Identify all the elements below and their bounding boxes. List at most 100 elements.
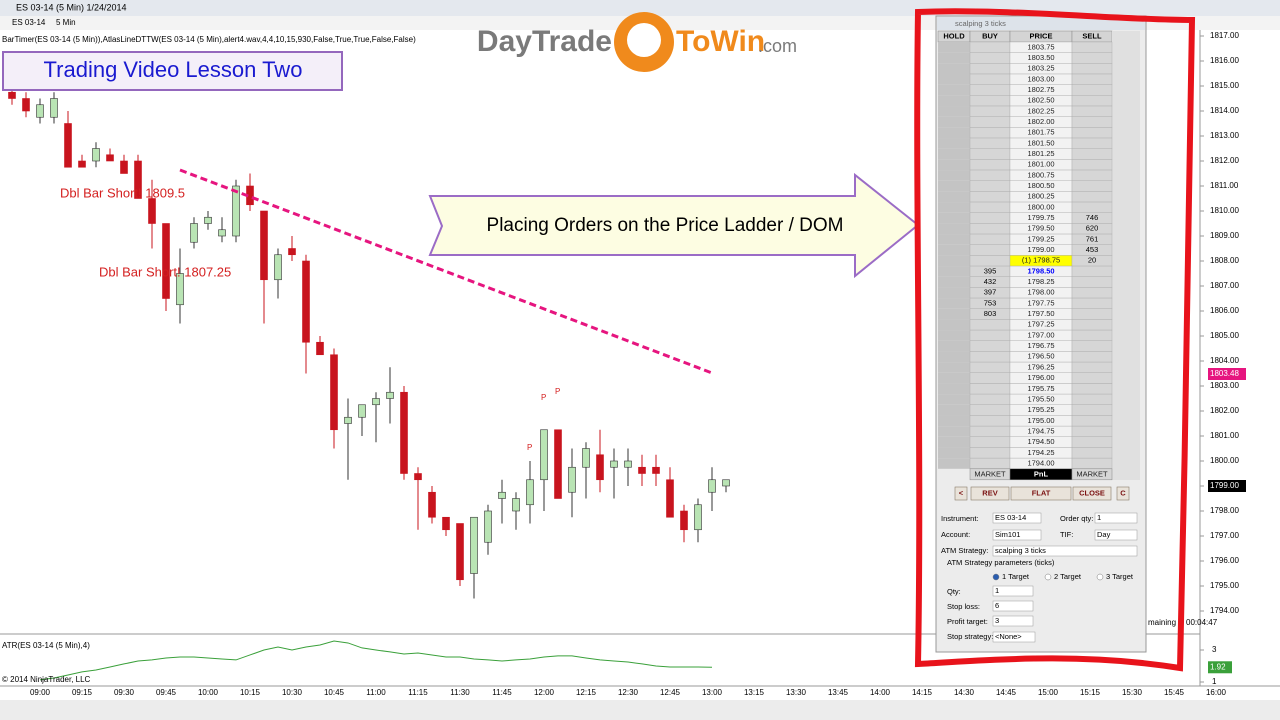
sell-cell[interactable]	[1071, 191, 1113, 203]
sell-cell[interactable]	[1071, 137, 1113, 149]
order-button[interactable]	[954, 486, 968, 501]
sell-cell[interactable]	[1071, 95, 1113, 107]
buy-cell[interactable]	[969, 223, 1011, 235]
sell-cell[interactable]	[1071, 148, 1113, 160]
form-field[interactable]	[992, 615, 1034, 627]
buy-cell[interactable]	[969, 372, 1011, 384]
form-value[interactable]: 1	[1097, 513, 1101, 522]
sell-cell[interactable]	[1071, 436, 1113, 448]
form-value[interactable]: Day	[1097, 530, 1111, 539]
buy-cell[interactable]	[969, 127, 1011, 139]
buy-cell[interactable]	[969, 340, 1011, 352]
sell-cell[interactable]	[1071, 265, 1113, 277]
buy-cell[interactable]	[969, 84, 1011, 96]
sell-cell[interactable]	[1071, 297, 1113, 309]
sell-cell[interactable]	[1071, 127, 1113, 139]
form-value[interactable]: 3	[995, 616, 999, 625]
form-field[interactable]	[992, 545, 1138, 557]
order-button[interactable]	[1072, 486, 1112, 501]
sell-cell[interactable]	[1071, 84, 1113, 96]
order-button-label[interactable]: C	[1120, 488, 1126, 497]
target-label[interactable]: 1 Target	[1002, 572, 1030, 581]
buy-cell[interactable]	[969, 457, 1011, 470]
buy-cell[interactable]	[969, 63, 1011, 75]
sell-cell[interactable]	[1071, 105, 1113, 117]
buy-cell[interactable]	[969, 73, 1011, 85]
sell-cell[interactable]	[1071, 159, 1113, 171]
footer-cell[interactable]	[1071, 468, 1113, 481]
buy-cell[interactable]	[969, 191, 1011, 203]
toolbar-instrument[interactable]: ES 03-14	[12, 18, 46, 27]
buy-cell[interactable]	[969, 351, 1011, 363]
buy-cell[interactable]	[969, 383, 1011, 395]
sell-cell[interactable]	[1071, 73, 1113, 85]
buy-cell[interactable]	[969, 393, 1011, 405]
order-button-label[interactable]: CLOSE	[1079, 488, 1105, 497]
order-button[interactable]	[1010, 486, 1072, 501]
buy-cell[interactable]	[969, 329, 1011, 341]
buy-cell[interactable]	[969, 180, 1011, 192]
sell-cell[interactable]	[1071, 287, 1113, 299]
form-field[interactable]	[992, 600, 1034, 612]
sell-cell[interactable]	[1071, 63, 1113, 75]
target-label[interactable]: 3 Target	[1106, 572, 1134, 581]
sell-cell[interactable]	[1071, 361, 1113, 373]
buy-cell[interactable]	[969, 404, 1011, 416]
order-button-label[interactable]: REV	[982, 488, 997, 497]
sell-cell[interactable]	[1071, 276, 1113, 288]
sell-cell[interactable]	[1071, 41, 1113, 53]
target-radio[interactable]	[992, 573, 1000, 581]
buy-cell[interactable]	[969, 244, 1011, 256]
buy-cell[interactable]	[969, 137, 1011, 149]
sell-cell[interactable]	[1071, 457, 1113, 470]
form-value[interactable]: Sim101	[995, 530, 1020, 539]
sell-cell[interactable]	[1071, 308, 1113, 320]
sell-cell[interactable]	[1071, 351, 1113, 363]
buy-cell[interactable]	[969, 95, 1011, 107]
form-value[interactable]: ES 03-14	[995, 513, 1026, 522]
form-value[interactable]: <None>	[995, 632, 1022, 641]
sell-cell[interactable]	[1071, 201, 1113, 213]
window-controls[interactable]	[1200, 3, 1280, 13]
sell-cell[interactable]	[1071, 372, 1113, 384]
form-value[interactable]: scalping 3 ticks	[995, 546, 1046, 555]
sell-cell[interactable]	[1071, 383, 1113, 395]
buy-cell[interactable]	[969, 159, 1011, 171]
order-button-label[interactable]: <	[959, 488, 964, 497]
order-button[interactable]	[1116, 486, 1130, 501]
buy-cell[interactable]	[969, 41, 1011, 53]
target-label[interactable]: 2 Target	[1054, 572, 1082, 581]
buy-cell[interactable]	[969, 201, 1011, 213]
sell-cell[interactable]	[1071, 340, 1113, 352]
order-button[interactable]	[970, 486, 1010, 501]
buy-cell[interactable]	[969, 148, 1011, 160]
buy-cell[interactable]	[969, 447, 1011, 459]
form-field[interactable]	[992, 529, 1042, 541]
sell-cell[interactable]	[1071, 404, 1113, 416]
form-field[interactable]	[1094, 529, 1138, 541]
buy-cell[interactable]	[969, 105, 1011, 117]
order-button-label[interactable]: FLAT	[1032, 488, 1051, 497]
form-value[interactable]: 1	[995, 586, 999, 595]
toolbar-interval[interactable]: 5 Min	[56, 18, 76, 27]
sell-cell[interactable]	[1071, 393, 1113, 405]
sell-cell[interactable]	[1071, 116, 1113, 128]
form-value[interactable]: 6	[995, 601, 999, 610]
buy-cell[interactable]	[969, 425, 1011, 437]
sell-cell[interactable]	[1071, 319, 1113, 331]
sell-cell[interactable]	[1071, 52, 1113, 64]
sell-cell[interactable]	[1071, 415, 1113, 427]
target-radio[interactable]	[1044, 573, 1052, 581]
sell-cell[interactable]	[1071, 169, 1113, 181]
buy-cell[interactable]	[969, 212, 1011, 224]
form-field[interactable]	[992, 512, 1042, 524]
buy-cell[interactable]	[969, 52, 1011, 64]
buy-cell[interactable]	[969, 436, 1011, 448]
buy-cell[interactable]	[969, 415, 1011, 427]
form-field[interactable]	[992, 631, 1036, 643]
form-field[interactable]	[992, 585, 1034, 597]
target-radio[interactable]	[1096, 573, 1104, 581]
sell-cell[interactable]	[1071, 447, 1113, 459]
form-field[interactable]	[1094, 512, 1138, 524]
buy-cell[interactable]	[969, 319, 1011, 331]
